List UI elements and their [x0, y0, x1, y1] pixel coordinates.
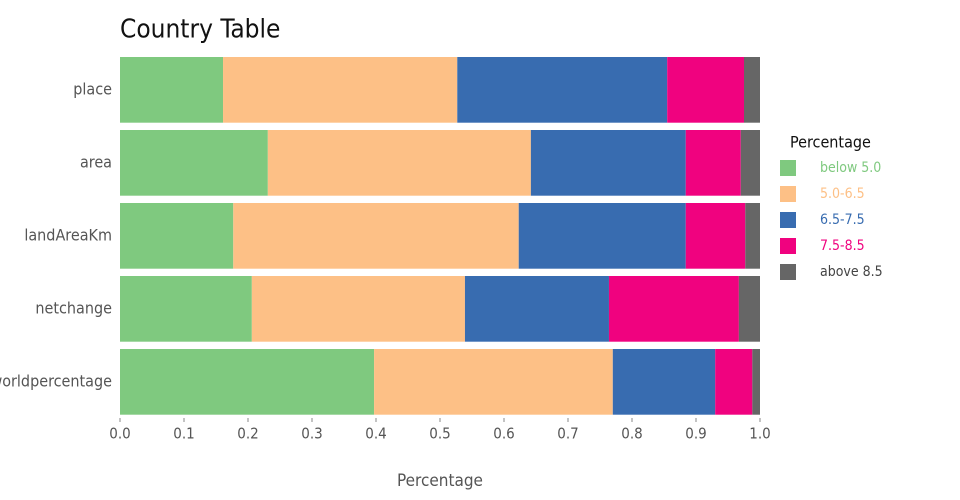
bar-segment [120, 130, 268, 196]
bar-segment [685, 203, 746, 269]
bar-segment [738, 276, 760, 342]
x-tick-label: 0.1 [173, 425, 194, 443]
x-tick-label: 0.3 [301, 425, 322, 443]
bar-segment [518, 203, 686, 269]
bar-segment [752, 349, 760, 415]
bar-segment [120, 276, 252, 342]
x-tick-label: 1.0 [749, 425, 770, 443]
bar-segment [457, 57, 668, 123]
bar-segment [612, 349, 716, 415]
chart-title: Country Table [120, 15, 280, 45]
bar-segment [530, 130, 686, 196]
bar-segment [740, 130, 760, 196]
bar-segment [374, 349, 613, 415]
bar-segment [744, 57, 760, 123]
legend-label: 5.0-6.5 [820, 186, 865, 202]
bar-segment [745, 203, 760, 269]
x-tick-label: 0.8 [621, 425, 642, 443]
y-tick-label: landAreaKm [24, 225, 112, 244]
legend-swatch [780, 160, 796, 176]
bar-segment [667, 57, 744, 123]
bar-segment [685, 130, 741, 196]
bar-segment [464, 276, 609, 342]
bar-segment [223, 57, 458, 123]
bar-segment [251, 276, 465, 342]
bar-segment [715, 349, 753, 415]
legend-title: Percentage [790, 133, 871, 152]
bar-segment [120, 349, 375, 415]
legend-label: 7.5-8.5 [820, 238, 865, 254]
bar-segment [608, 276, 739, 342]
x-tick-label: 0.5 [429, 425, 450, 443]
legend-label: above 8.5 [820, 264, 883, 280]
x-tick-label: 0.9 [685, 425, 706, 443]
legend-swatch [780, 238, 796, 254]
legend-swatch [780, 186, 796, 202]
bar-segment [267, 130, 531, 196]
x-axis-label: Percentage [397, 471, 483, 491]
legend-swatch [780, 264, 796, 280]
legend-swatch [780, 212, 796, 228]
x-tick-label: 0.7 [557, 425, 578, 443]
x-tick-label: 0.6 [493, 425, 514, 443]
y-tick-label: netchange [35, 298, 112, 317]
y-tick-label: worldpercentage [0, 371, 112, 390]
x-tick-label: 0.0 [109, 425, 130, 443]
bar-segment [120, 203, 234, 269]
y-tick-label: place [73, 79, 112, 98]
y-tick-label: area [80, 152, 112, 171]
legend-label: below 5.0 [820, 160, 881, 176]
x-tick-label: 0.2 [237, 425, 258, 443]
legend-label: 6.5-7.5 [820, 212, 865, 228]
bar-segment [233, 203, 519, 269]
bar-segment [120, 57, 224, 123]
x-tick-label: 0.4 [365, 425, 386, 443]
